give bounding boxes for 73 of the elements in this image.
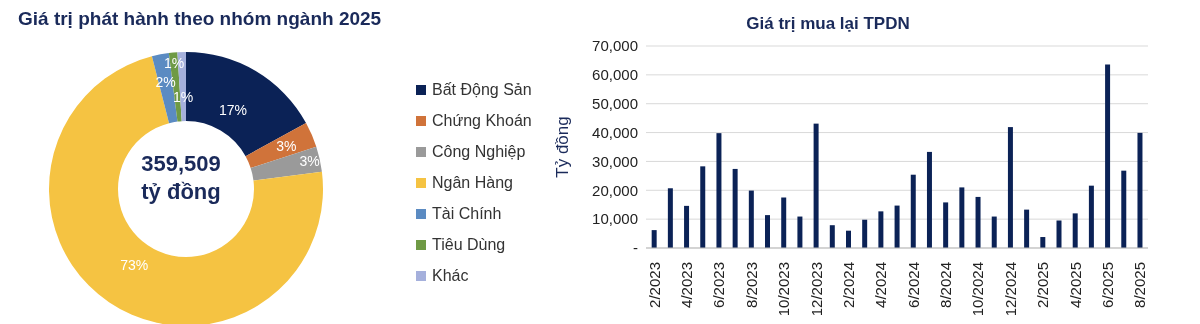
bar <box>1024 209 1030 248</box>
bar <box>684 205 690 248</box>
bar <box>700 166 706 248</box>
bar <box>797 216 803 248</box>
data-label: 3% <box>299 153 320 170</box>
data-label: 1% <box>172 88 194 105</box>
legend-label: Ngân Hàng <box>432 173 513 192</box>
bar <box>667 188 673 248</box>
y-tick-label: 40,000 <box>592 123 638 141</box>
bar <box>1056 220 1062 248</box>
bar <box>991 216 997 248</box>
donut-slice <box>49 56 323 324</box>
x-tick-label: 6/2023 <box>710 262 728 308</box>
bar <box>1137 132 1143 248</box>
bar <box>781 197 787 248</box>
bar <box>845 230 851 248</box>
x-tick-label: 6/2024 <box>904 262 922 308</box>
x-tick-label: 8/2025 <box>1131 262 1149 308</box>
y-tick-label: 10,000 <box>592 210 638 228</box>
x-tick-label: 4/2025 <box>1066 262 1084 308</box>
x-tick-label: 8/2023 <box>742 262 760 308</box>
data-label: 73% <box>120 257 149 274</box>
y-tick-label: 50,000 <box>592 95 638 113</box>
x-tick-label: 6/2025 <box>1099 262 1117 308</box>
y-tick-label: - <box>633 239 638 257</box>
bar <box>716 133 722 248</box>
legend-label: Tiêu Dùng <box>432 235 506 254</box>
x-tick-label: 10/2024 <box>969 262 987 317</box>
chart-title: Giá trị phát hành theo nhóm ngành 2025 <box>18 8 382 30</box>
y-tick-label: 70,000 <box>592 37 638 55</box>
bar <box>910 174 916 248</box>
chart-title: Giá trị mua lại TPDN <box>745 14 911 34</box>
y-tick-label: 20,000 <box>592 181 638 199</box>
y-axis-title: Tỷ đồng <box>553 116 573 178</box>
y-tick-label: 60,000 <box>592 66 638 84</box>
bar <box>651 230 657 248</box>
x-tick-label: 2/2023 <box>645 262 663 308</box>
legend-label: Công Nghiệp <box>432 142 526 161</box>
x-tick-label: 4/2023 <box>677 262 695 308</box>
bar <box>862 219 868 248</box>
x-tick-label: 12/2023 <box>807 262 825 317</box>
legend-label: Bất Động Sản <box>432 80 532 99</box>
bar <box>975 196 981 248</box>
bar <box>748 190 754 248</box>
bar <box>943 202 949 248</box>
y-tick-label: 30,000 <box>592 152 638 170</box>
bar <box>813 123 819 248</box>
legend-label: Khác <box>432 266 469 285</box>
bar <box>878 211 884 248</box>
x-tick-label: 2/2025 <box>1034 262 1052 308</box>
bar <box>1072 213 1078 248</box>
legend-label: Chứng Khoán <box>432 111 532 130</box>
bar <box>894 205 900 248</box>
text: 359,509 <box>140 150 222 178</box>
bar <box>1121 170 1127 248</box>
bar <box>829 225 835 248</box>
x-tick-label: 2/2024 <box>839 262 857 308</box>
x-tick-label: 4/2024 <box>872 262 890 308</box>
legend-label: Tài Chính <box>432 204 502 223</box>
bar <box>1105 64 1111 248</box>
x-tick-label: 12/2024 <box>1001 262 1019 317</box>
x-tick-label: 8/2024 <box>937 262 955 308</box>
bar <box>765 215 771 248</box>
data-label: 3% <box>276 137 297 154</box>
bar <box>1007 127 1013 248</box>
bar <box>732 168 738 248</box>
bar <box>1088 185 1094 248</box>
bar <box>1040 237 1046 248</box>
bar <box>926 151 932 248</box>
text: tỷ đồng <box>140 178 222 206</box>
bar <box>959 187 965 248</box>
data-label: 17% <box>218 101 247 118</box>
x-tick-label: 10/2023 <box>775 262 793 317</box>
